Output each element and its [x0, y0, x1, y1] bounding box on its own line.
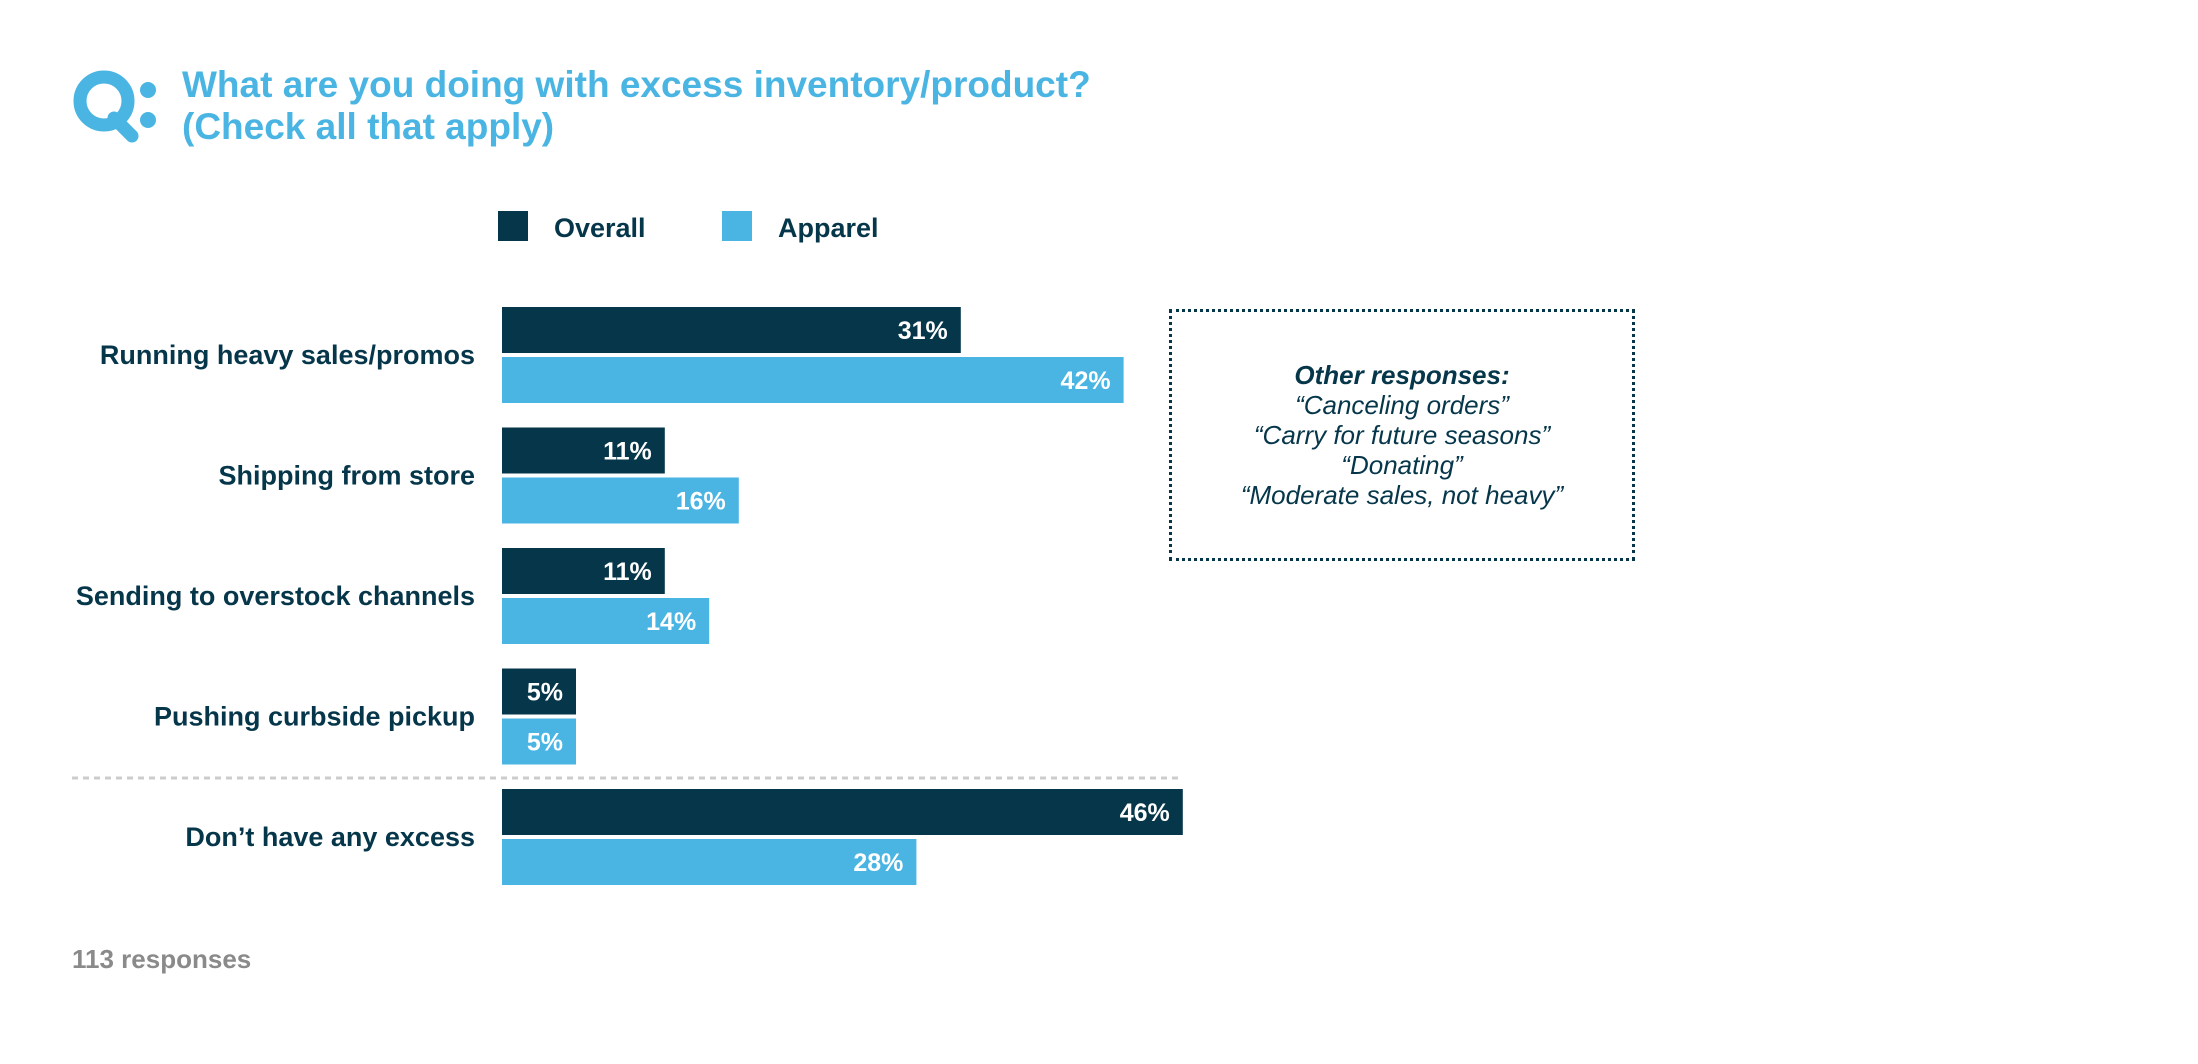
data-label: 16%	[676, 488, 726, 516]
other-responses-title: Other responses:	[1294, 360, 1510, 390]
data-label: 5%	[527, 679, 563, 707]
category-label: Pushing curbside pickup	[154, 702, 475, 732]
bar-apparel	[502, 718, 576, 765]
data-label: 11%	[603, 558, 652, 586]
legend-label-1: Apparel	[778, 213, 879, 243]
legend-label-0: Overall	[554, 213, 646, 243]
other-response-item: “Moderate sales, not heavy”	[1240, 480, 1564, 510]
other-response-item: “Canceling orders”	[1295, 390, 1509, 420]
data-label: 5%	[527, 729, 563, 757]
data-label: 14%	[646, 608, 696, 636]
bar-apparel	[502, 839, 917, 885]
bar-overall	[502, 789, 1183, 835]
legend-swatch-1	[722, 211, 752, 241]
data-label: 46%	[1120, 799, 1170, 827]
other-response-item: “Carry for future seasons”	[1253, 420, 1551, 450]
category-label: Don’t have any excess	[185, 822, 475, 852]
bar-overall	[502, 548, 665, 594]
data-label: 28%	[853, 849, 903, 877]
data-label: 31%	[898, 317, 948, 345]
other-response-item: “Donating”	[1341, 450, 1463, 480]
data-label: 11%	[603, 438, 652, 466]
legend-swatch-0	[498, 211, 528, 241]
category-label: Running heavy sales/promos	[100, 340, 475, 370]
category-label: Shipping from store	[219, 461, 476, 491]
q-logo	[73, 70, 156, 143]
response-count: 113 responses	[72, 944, 252, 974]
other-responses-box: Other responses: “Canceling orders” “Car…	[1169, 309, 1635, 561]
bar-overall	[502, 427, 665, 474]
chart-title-line-2: (Check all that apply)	[182, 106, 555, 147]
bar-overall	[502, 307, 961, 353]
chart-title-line-1: What are you doing with excess inventory…	[182, 64, 1091, 105]
bar-overall	[502, 668, 576, 715]
bar-apparel	[502, 598, 710, 644]
data-label: 42%	[1061, 367, 1111, 395]
bar-apparel	[502, 357, 1124, 403]
bar-apparel	[502, 477, 739, 524]
category-label: Sending to overstock channels	[76, 581, 475, 611]
